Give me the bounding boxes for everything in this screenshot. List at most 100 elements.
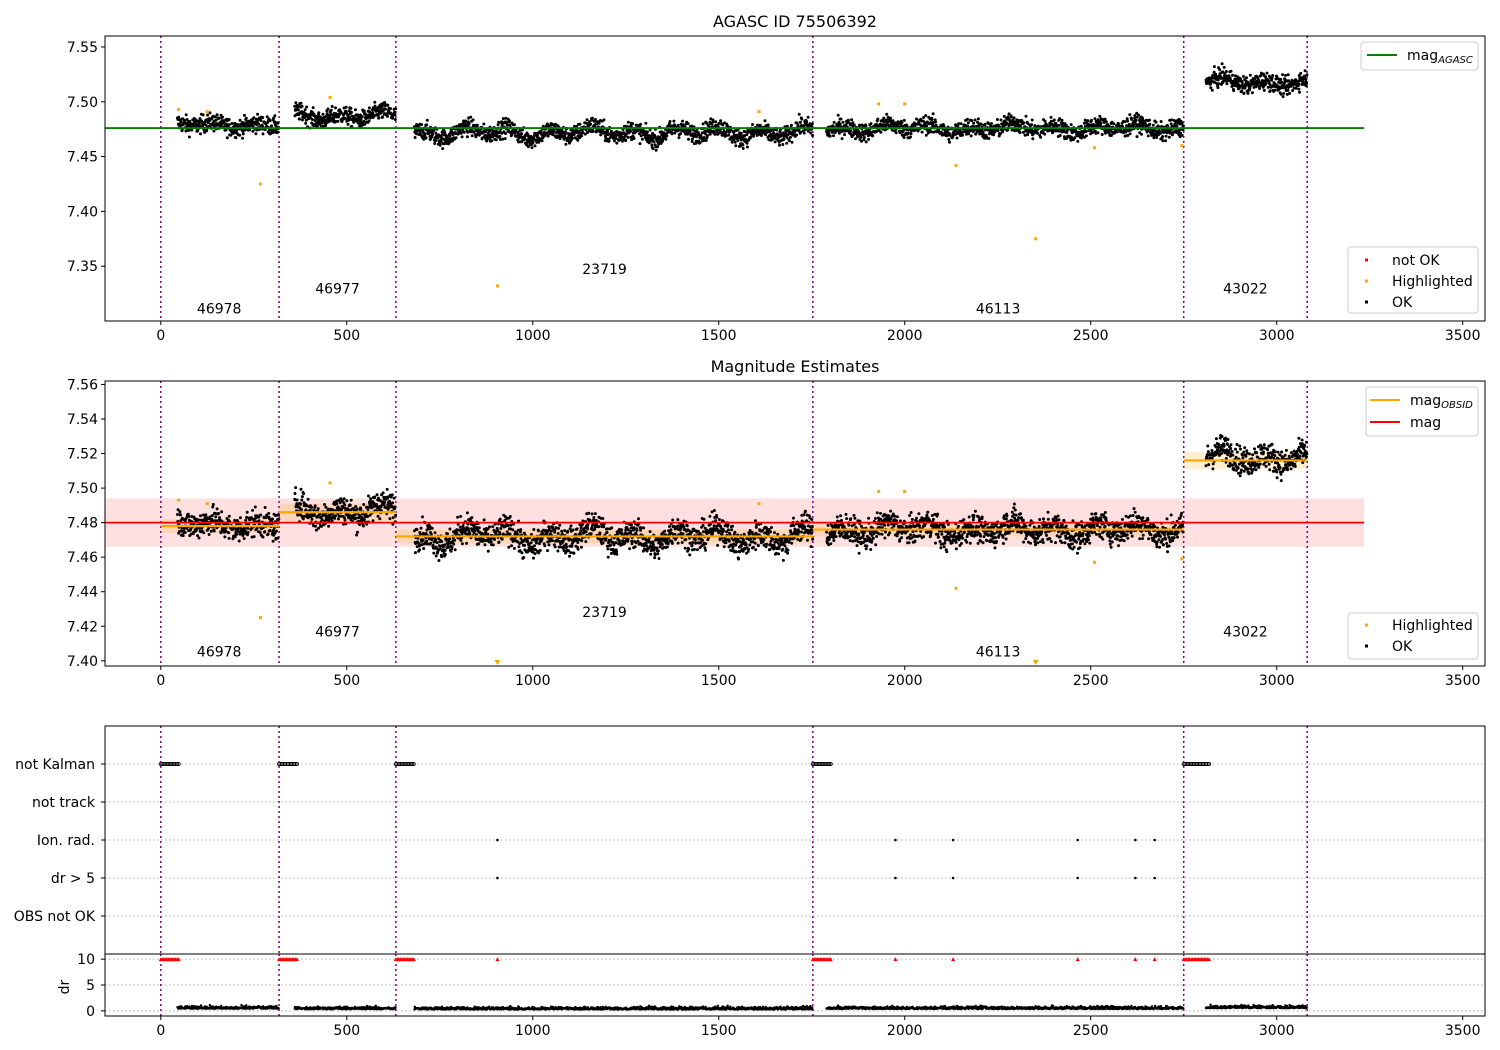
ok-data-point (329, 108, 333, 112)
ok-data-point (1103, 117, 1107, 121)
ok-data-point (482, 122, 486, 126)
ok-data-point (843, 133, 846, 137)
ok-data-point (268, 119, 272, 123)
ok-data-point (316, 507, 320, 511)
ok-data-point (263, 506, 267, 509)
ok-data-point (434, 538, 438, 542)
ok-data-point (1248, 73, 1252, 77)
ok-data-point (983, 122, 987, 126)
ok-data-point (184, 113, 188, 117)
ok-data-point (800, 117, 804, 121)
ok-data-point (736, 139, 740, 142)
ok-data-point (1009, 115, 1013, 119)
ok-data-point (300, 508, 303, 511)
ok-data-point (607, 139, 611, 143)
ok-data-point (215, 507, 219, 511)
ok-data-point (330, 105, 334, 108)
ok-data-point (241, 532, 245, 536)
ok-data-point (677, 136, 681, 140)
ok-data-point (486, 532, 490, 536)
ok-data-point (687, 137, 690, 141)
ok-data-point (349, 498, 353, 502)
ok-data-point (511, 528, 515, 532)
ok-data-point (1039, 135, 1043, 139)
ok-data-point (420, 123, 424, 127)
ok-data-point (235, 532, 239, 536)
ok-data-point (313, 513, 317, 517)
ok-data-point (759, 134, 763, 137)
ok-data-point (220, 510, 224, 514)
ok-data-point (201, 113, 205, 117)
ok-data-point (976, 117, 980, 121)
ok-data-point (276, 121, 280, 125)
ok-data-point (741, 143, 745, 147)
ok-data-point (987, 137, 991, 140)
ok-data-point (558, 523, 562, 527)
ok-data-point (343, 503, 347, 507)
ok-data-point (995, 118, 999, 121)
ok-data-point (889, 116, 893, 120)
ok-data-point (717, 121, 721, 125)
ok-data-point (1137, 113, 1140, 117)
ok-data-point (204, 513, 208, 517)
highlighted-point (258, 182, 262, 186)
ok-data-point (210, 514, 214, 517)
ok-data-point (310, 505, 314, 509)
ok-data-point (631, 122, 635, 126)
ok-data-point (610, 526, 614, 530)
ok-data-point (455, 531, 459, 535)
ok-data-point (556, 532, 560, 535)
ok-data-point (517, 545, 521, 549)
legend-marker-highlighted (1365, 279, 1368, 283)
ok-data-point (500, 537, 504, 541)
ok-data-point (260, 124, 264, 128)
ok-data-point (1135, 135, 1139, 139)
ok-data-point (225, 136, 229, 140)
ok-data-point (520, 551, 524, 555)
ok-data-point (1148, 122, 1152, 126)
ok-data-point (350, 110, 353, 114)
ok-data-point (1225, 82, 1229, 86)
ok-data-point (273, 114, 277, 118)
ok-data-point (356, 530, 359, 534)
ok-data-point (763, 119, 767, 123)
ok-data-point (569, 524, 573, 528)
ok-data-point (394, 513, 398, 517)
ok-data-point (961, 133, 965, 137)
ok-data-point (501, 137, 505, 141)
ok-data-point (673, 131, 677, 135)
obsid-label: 46978 (197, 301, 242, 317)
ok-data-point (1100, 133, 1104, 136)
legend-label-highlighted: Highlighted (1392, 274, 1473, 290)
ok-data-point (651, 147, 655, 151)
ok-data-point (1140, 132, 1143, 136)
highlighted-point (495, 284, 499, 288)
ok-data-point (199, 514, 202, 518)
ok-data-point (1265, 71, 1269, 75)
ok-data-point (369, 497, 373, 501)
ok-data-point (676, 123, 680, 127)
legend-marker-ok (1365, 300, 1368, 304)
ok-data-point (227, 531, 231, 535)
ok-data-point (505, 123, 509, 127)
ok-data-point (324, 505, 328, 509)
ok-data-point (459, 538, 463, 542)
ok-data-point (465, 541, 468, 545)
ok-data-point (512, 123, 516, 127)
ok-data-point (1154, 120, 1158, 124)
ok-data-point (811, 134, 815, 137)
ok-data-point (243, 113, 246, 117)
ok-data-point (499, 527, 503, 530)
ok-data-point (245, 510, 249, 514)
ok-data-point (506, 524, 510, 528)
ok-data-point (841, 120, 845, 124)
ok-data-point (431, 133, 435, 137)
ok-data-point (448, 537, 452, 541)
ok-data-point (1057, 123, 1061, 127)
ok-data-point (392, 496, 396, 500)
ok-data-point (867, 137, 871, 141)
ok-data-point (606, 527, 610, 531)
ok-data-point (317, 111, 321, 115)
ok-data-point (578, 122, 582, 126)
ok-data-point (537, 551, 541, 555)
